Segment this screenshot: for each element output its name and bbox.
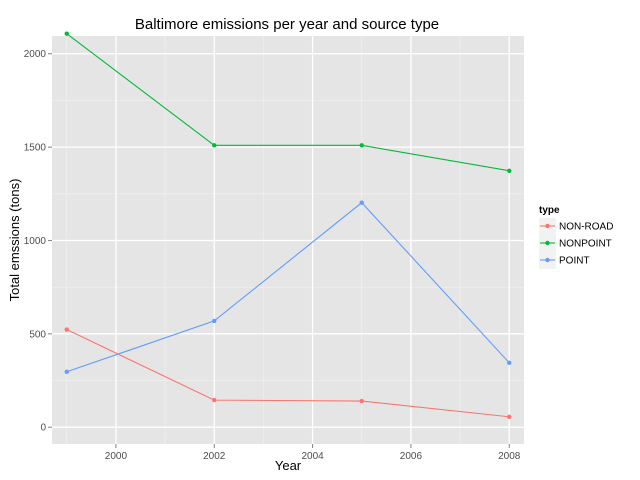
- data-point-non-road: [64, 327, 69, 332]
- x-tick-label: 2006: [400, 451, 423, 462]
- y-axis-title: Total emssions (tons): [7, 179, 22, 302]
- x-tick-label: 2002: [203, 451, 226, 462]
- y-tick-label: 2000: [24, 49, 47, 60]
- series-line-nonpoint: [66, 33, 510, 172]
- data-point-point: [507, 360, 512, 365]
- data-point-non-road: [359, 398, 364, 404]
- y-tick-label: 500: [29, 329, 46, 340]
- legend-key-point-nonpoint: [545, 240, 550, 246]
- legend-key-point-non-road: [545, 223, 550, 229]
- x-tick-label: 2004: [301, 451, 324, 462]
- data-point-nonpoint: [64, 31, 69, 36]
- data-point-point: [64, 369, 69, 374]
- x-axis-title: Year: [275, 458, 302, 473]
- x-tick-label: 2000: [105, 451, 128, 462]
- legend: type NON-ROAD NONPOINT POINT: [539, 205, 613, 269]
- legend-items: NON-ROAD NONPOINT POINT: [539, 218, 613, 269]
- legend-title: type: [539, 205, 560, 216]
- major-gridlines: [52, 36, 524, 444]
- chart-title: Baltimore emissions per year and source …: [135, 16, 439, 33]
- legend-label-nonpoint: NONPOINT: [559, 239, 612, 250]
- y-tick-label: 0: [40, 423, 46, 434]
- data-point-non-road: [507, 414, 512, 419]
- series-line-non-road: [66, 329, 510, 418]
- series-lines: [66, 33, 510, 418]
- legend-label-point: POINT: [559, 256, 590, 267]
- legend-label-non-road: NON-ROAD: [559, 222, 613, 233]
- y-tick-label: 1000: [24, 236, 47, 247]
- data-point-point: [212, 318, 217, 324]
- data-point-nonpoint: [507, 168, 512, 173]
- series-points: [64, 31, 512, 419]
- series-line-point: [66, 201, 510, 373]
- x-axis-ticks: 2000 2002 2004 2006 2008: [105, 444, 521, 462]
- legend-key-point-point: [545, 257, 550, 263]
- y-axis-ticks: 0 500 1000 1500 2000: [24, 49, 52, 434]
- data-point-nonpoint: [212, 143, 217, 148]
- y-tick-label: 1500: [24, 143, 47, 154]
- x-tick-label: 2008: [498, 451, 521, 462]
- data-point-non-road: [212, 397, 217, 403]
- data-point-nonpoint: [359, 143, 364, 148]
- data-point-point: [359, 200, 364, 205]
